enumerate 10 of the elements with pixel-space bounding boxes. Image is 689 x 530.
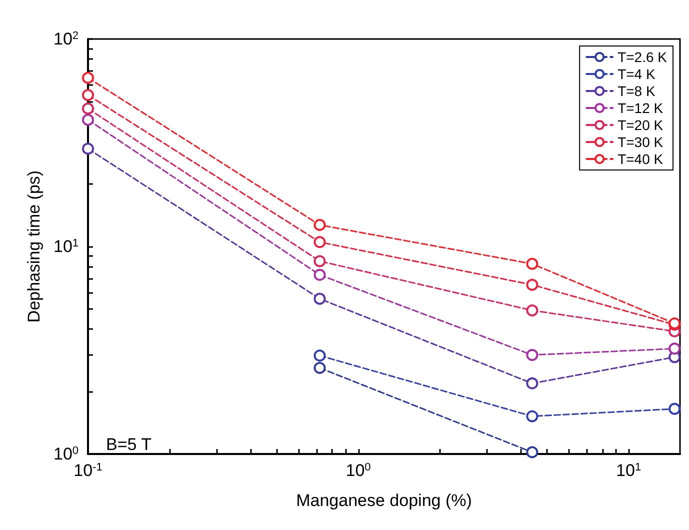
legend-label: T=12 K xyxy=(618,100,664,116)
legend-label: T=20 K xyxy=(618,117,664,133)
x-axis-title: Manganese doping (%) xyxy=(296,491,472,510)
legend-label: T=2.6 K xyxy=(618,49,668,65)
legend-label: T=8 K xyxy=(618,83,656,99)
legend-label: T=40 K xyxy=(618,151,664,167)
legend-label: T=4 K xyxy=(618,66,656,82)
y-axis-title: Dephasing time (ps) xyxy=(24,170,44,323)
annotation: B=5 T xyxy=(106,435,152,454)
legend-label: T=30 K xyxy=(618,134,664,150)
